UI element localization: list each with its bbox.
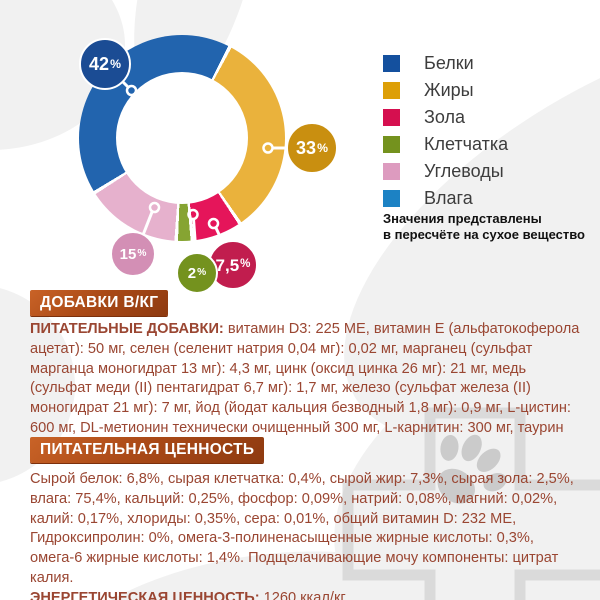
legend-item-ash: Зола (383, 107, 508, 127)
energy-value: 1260 ккал/кг. (259, 589, 348, 600)
connector-dot-proteins (125, 84, 138, 97)
legend-label: Углеводы (424, 161, 504, 181)
donut-chart: 42% 33% 7,5% 2% 15% (79, 35, 338, 294)
bg-blob (0, 0, 125, 150)
legend-label: Клетчатка (424, 134, 509, 154)
legend-label: Влага (424, 188, 473, 208)
legend-item-moisture: Влага (383, 188, 508, 208)
connector-dot-fiber (187, 208, 199, 221)
legend-swatch-fats (383, 82, 400, 99)
legend-label: Зола (424, 107, 466, 127)
additives-body: витамин D3: 225 МЕ, витамин Е (альфатоко… (30, 321, 580, 456)
bg-swoosh-right (344, 27, 600, 443)
legend-item-carbs: Углеводы (383, 161, 508, 181)
connector-dot-carbs (148, 201, 161, 214)
callout-bubble-proteins: 42% (79, 38, 131, 90)
connector-dot-ash (207, 217, 220, 230)
dry-matter-note: Значения представлены в пересчёте на сух… (383, 211, 585, 243)
bg-swoosh-bottom-right (334, 295, 600, 600)
callout-bubble-fats: 33% (286, 122, 338, 174)
donut-hole (116, 72, 248, 204)
additives-header-badge: ДОБАВКИ В/КГ (30, 290, 169, 316)
legend-swatch-ash (383, 109, 400, 126)
legend-swatch-proteins (383, 55, 400, 72)
legend-swatch-fiber (383, 136, 400, 153)
legend-label: Жиры (424, 80, 474, 100)
nutrition-header-badge: ПИТАТЕЛЬНАЯ ЦЕННОСТЬ (30, 437, 265, 463)
chart-legend: Белки Жиры Зола Клетчатка Углеводы Влага (383, 53, 509, 217)
callout-bubble-fiber: 2% (176, 252, 218, 294)
nutrition-paragraph: Сырой белок: 6,8%, сырая клетчатка: 0,4%… (30, 470, 587, 600)
bg-circle-left (0, 288, 75, 482)
callout-bubble-ash: 7,5% (208, 240, 258, 290)
nutrition-body: Сырой белок: 6,8%, сырая клетчатка: 0,4%… (30, 471, 574, 586)
legend-item-fiber: Клетчатка (383, 134, 509, 154)
energy-label: ЭНЕРГЕТИЧЕСКАЯ ЦЕННОСТЬ: (30, 589, 260, 600)
legend-swatch-carbs (383, 163, 400, 180)
legend-label: Белки (424, 53, 474, 73)
callout-bubble-carbs: 15% (110, 231, 156, 277)
connector-dot-fats (262, 142, 274, 154)
additives-lead: ПИТАТЕЛЬНЫЕ ДОБАВКИ: (30, 321, 224, 337)
paw-icon (437, 434, 507, 504)
connector-carbs (141, 211, 154, 236)
connector-fiber (192, 218, 198, 254)
vet-cross-icon (342, 407, 600, 600)
note-line-1: Значения представлены (383, 211, 542, 226)
additives-paragraph: ПИТАТЕЛЬНЫЕ ДОБАВКИ: витамин D3: 225 МЕ,… (30, 320, 587, 459)
note-line-2: в пересчёте на сухое вещество (383, 227, 586, 242)
legend-item-fats: Жиры (383, 80, 508, 100)
legend-item-proteins: Белки (383, 53, 508, 73)
legend-swatch-moisture (383, 190, 400, 207)
vet-cross-paw-watermark (342, 407, 600, 600)
energy-value-line: ЭНЕРГЕТИЧЕСКАЯ ЦЕННОСТЬ: 1260 ккал/кг. (30, 589, 587, 600)
